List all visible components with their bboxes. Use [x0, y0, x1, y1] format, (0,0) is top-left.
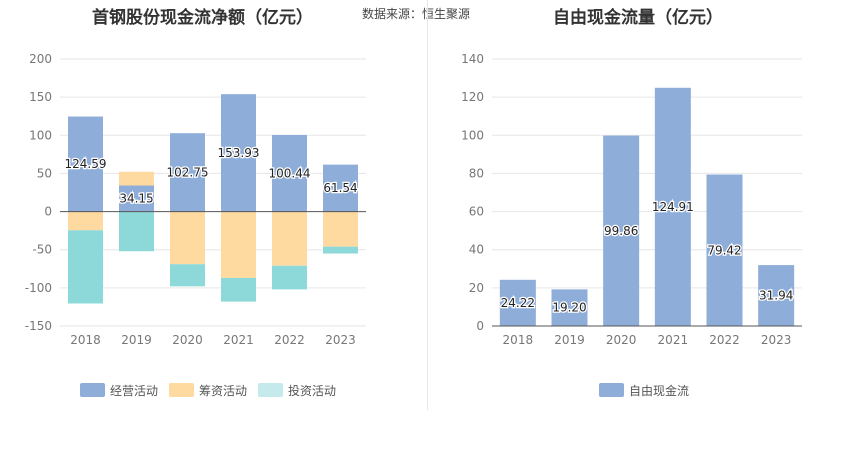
left-data-label: 153.93	[218, 146, 260, 160]
right-x-tick-label: 2018	[503, 333, 534, 347]
left-legend-swatch	[80, 383, 105, 397]
right-bar-fcf	[603, 135, 640, 326]
right-x-tick-label: 2021	[658, 333, 689, 347]
left-chart-title: 首钢股份现金流净额（亿元）	[92, 8, 313, 28]
right-data-label: 99.86	[604, 224, 638, 238]
left-data-label: 100.44	[269, 166, 311, 180]
left-y-tick-label: -100	[25, 281, 52, 295]
left-y-tick-label: 100	[29, 128, 52, 142]
left-data-label: 124.59	[65, 157, 107, 171]
right-data-label: 79.42	[707, 243, 741, 257]
right-bar-fcf	[758, 265, 795, 326]
right-x-tick-label: 2020	[606, 333, 637, 347]
left-bar-investing	[272, 265, 307, 290]
right-bar-fcf	[654, 87, 691, 327]
left-y-tick-label: 50	[37, 166, 52, 180]
left-data-label: 102.75	[167, 165, 209, 179]
left-bar-financing	[170, 211, 205, 265]
left-data-label: 61.54	[323, 181, 357, 195]
right-data-label: 19.20	[552, 301, 586, 315]
left-bar-investing	[119, 211, 154, 252]
left-legend-label: 经营活动	[110, 384, 158, 398]
left-y-tick-label: 0	[44, 205, 52, 219]
left-bar-financing	[323, 211, 358, 247]
right-y-tick-label: 140	[461, 52, 484, 66]
left-y-tick-label: -150	[25, 319, 52, 333]
right-y-tick-label: 40	[469, 243, 484, 257]
left-bar-operating	[119, 185, 154, 212]
left-y-tick-label: 200	[29, 52, 52, 66]
right-legend-swatch	[599, 383, 624, 397]
left-bar-investing	[323, 246, 358, 254]
left-x-tick-label: 2019	[121, 333, 152, 347]
right-x-tick-label: 2022	[709, 333, 740, 347]
left-y-tick-label: 150	[29, 90, 52, 104]
right-data-label: 31.94	[759, 289, 793, 303]
right-y-tick-label: 100	[461, 128, 484, 142]
left-bar-investing	[221, 277, 256, 302]
left-x-tick-label: 2021	[223, 333, 254, 347]
right-x-tick-label: 2023	[761, 333, 792, 347]
right-y-tick-label: 120	[461, 90, 484, 104]
right-bar-fcf	[706, 174, 743, 326]
left-bar-operating	[170, 133, 205, 212]
data-source-note: 数据来源：恒生聚源	[362, 7, 471, 21]
left-bar-investing	[170, 264, 205, 287]
left-bar-operating	[323, 164, 358, 212]
left-bar-financing	[221, 211, 256, 278]
chart-divider	[427, 0, 428, 410]
left-data-label: 34.15	[119, 192, 153, 206]
right-bar-fcf	[551, 289, 588, 326]
left-bar-investing	[68, 230, 103, 304]
right-bar-fcf	[499, 279, 536, 326]
left-legend-swatch	[258, 383, 283, 397]
left-legend-label: 投资活动	[288, 383, 336, 398]
left-x-tick-label: 2022	[274, 333, 305, 347]
left-bar-operating	[272, 134, 307, 212]
left-x-tick-label: 2018	[70, 333, 101, 347]
right-legend-label: 自由现金流	[629, 383, 689, 398]
right-chart-title: 自由现金流量（亿元）	[553, 8, 723, 28]
left-legend-label: 筹资活动	[199, 384, 247, 398]
right-data-label: 24.22	[501, 296, 535, 310]
right-data-label: 124.91	[652, 200, 694, 214]
left-bar-financing	[119, 171, 154, 186]
left-bar-financing	[272, 211, 307, 266]
left-x-tick-label: 2020	[172, 333, 203, 347]
right-y-tick-label: 20	[469, 281, 484, 295]
left-bar-operating	[221, 94, 256, 212]
left-y-tick-label: -50	[32, 243, 52, 257]
left-x-tick-label: 2023	[325, 333, 356, 347]
left-bar-financing	[68, 211, 103, 231]
left-legend-swatch	[169, 383, 194, 397]
right-y-tick-label: 60	[469, 205, 484, 219]
right-x-tick-label: 2019	[554, 333, 585, 347]
right-y-tick-label: 80	[469, 166, 484, 180]
left-bar-operating	[68, 116, 103, 212]
right-y-tick-label: 0	[476, 319, 484, 333]
